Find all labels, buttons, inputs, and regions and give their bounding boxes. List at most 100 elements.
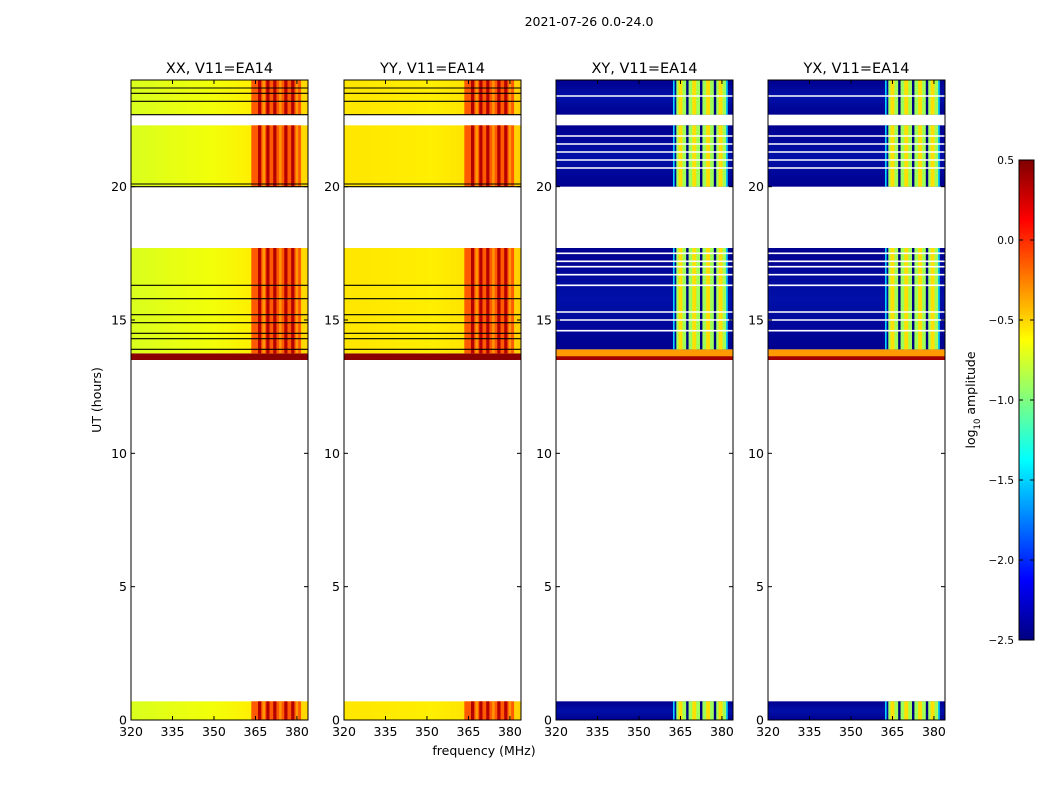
rfi-channel — [273, 80, 277, 115]
y-tick-label: 5 — [756, 579, 764, 594]
x-tick-label: 320 — [756, 724, 780, 739]
rfi-channel — [911, 80, 915, 115]
rfi-channel — [475, 701, 478, 720]
rfi-channel — [898, 701, 901, 720]
rfi-channel — [911, 248, 915, 350]
rfi-channel — [479, 701, 483, 720]
rfi-channel — [918, 125, 923, 187]
x-tick-label: 320 — [332, 724, 356, 739]
panel-4: 320 335 350 365 380 0 5 10 15 20 YX, V11=EA14 — [748, 61, 946, 739]
rfi-channel — [504, 701, 508, 720]
rfi-channel — [718, 248, 723, 350]
rfi-channel — [266, 701, 270, 720]
rfi-channel — [938, 701, 940, 720]
rfi-channel — [904, 701, 909, 720]
rfi-channel — [291, 701, 295, 720]
rfi-channel — [885, 125, 887, 187]
rfi-channel — [938, 80, 940, 115]
rfi-channel — [266, 248, 270, 354]
y-tick-label: 0 — [332, 713, 340, 728]
y-tick-label: 10 — [111, 446, 127, 461]
rfi-channel — [471, 125, 475, 187]
x-tick-label: 365 — [244, 724, 268, 739]
rfi-channel — [904, 248, 909, 350]
data-band-edge — [556, 356, 733, 360]
rfi-channel — [475, 125, 478, 187]
rfi-channel — [479, 80, 483, 115]
y-tick-label: 20 — [111, 179, 127, 194]
rfi-channel — [678, 125, 683, 187]
rfi-channel — [898, 248, 901, 350]
rfi-channel — [706, 701, 711, 720]
rfi-channel — [262, 80, 265, 115]
x-tick-label: 380 — [285, 724, 309, 739]
rfi-channel — [291, 125, 295, 187]
rfi-channel — [497, 80, 501, 115]
y-tick-label: 5 — [332, 579, 340, 594]
rfi-channel — [486, 701, 490, 720]
rfi-channel — [279, 701, 282, 720]
rfi-channel — [291, 80, 295, 115]
rfi-channel — [486, 248, 490, 354]
rfi-channel — [713, 701, 717, 720]
rfi-channel — [686, 125, 689, 187]
x-tick-label: 380 — [710, 724, 734, 739]
x-tick-label: 365 — [457, 724, 481, 739]
rfi-channel — [726, 248, 728, 350]
rfi-channel — [258, 248, 262, 354]
rfi-channel — [718, 125, 723, 187]
rfi-channel — [713, 125, 717, 187]
rfi-channel — [497, 125, 501, 187]
y-tick-label: 10 — [324, 446, 340, 461]
rfi-channel — [673, 80, 675, 115]
rfi-channel — [918, 248, 923, 350]
colorbar-tick-label: −2.5 — [989, 635, 1015, 647]
rfi-channel — [508, 80, 512, 115]
rfi-channel — [471, 80, 475, 115]
y-tick-label: 0 — [544, 713, 552, 728]
rfi-channel — [673, 248, 675, 350]
x-tick-label: 350 — [627, 724, 651, 739]
x-tick-label: 350 — [415, 724, 439, 739]
rfi-channel — [497, 701, 501, 720]
axes-frame — [130, 79, 309, 721]
colorbar-tick-label: −2.0 — [989, 555, 1015, 567]
rfi-channel — [284, 248, 288, 354]
rfi-channel — [678, 80, 683, 115]
rfi-channel — [284, 125, 288, 187]
rfi-channel — [678, 701, 683, 720]
rfi-channel — [885, 701, 887, 720]
rfi-channel — [713, 80, 717, 115]
rfi-channel — [273, 701, 277, 720]
x-tick-label: 335 — [374, 724, 398, 739]
rfi-channel — [890, 80, 895, 115]
rfi-channel — [673, 125, 675, 187]
rfi-channel — [726, 125, 728, 187]
rfi-channel — [258, 701, 262, 720]
rfi-channel — [925, 125, 929, 187]
rfi-channel — [898, 125, 901, 187]
y-tick-label: 20 — [748, 179, 764, 194]
rfi-channel — [890, 701, 895, 720]
y-tick-label: 20 — [536, 179, 552, 194]
rfi-channel — [699, 248, 703, 350]
x-tick-label: 380 — [922, 724, 946, 739]
rfi-channel — [930, 701, 935, 720]
colorbar-ticks: 0.5 0.0 −0.5 −1.0 −1.5 −2.0 −2.5 — [989, 155, 1034, 647]
data-band — [556, 349, 733, 360]
x-axis-label: frequency (MHz) — [432, 743, 535, 758]
rfi-channel — [266, 125, 270, 187]
rfi-channel — [911, 125, 915, 187]
rfi-channel — [938, 248, 940, 350]
rfi-channel — [699, 125, 703, 187]
rfi-channel — [291, 248, 295, 354]
rfi-channel — [284, 80, 288, 115]
rfi-channel — [471, 701, 475, 720]
colorbar-tick-label: 0.5 — [997, 155, 1014, 167]
rfi-channel — [692, 125, 697, 187]
rfi-channel — [726, 80, 728, 115]
rfi-channel — [479, 248, 483, 354]
panel-2: 320 335 350 365 380 0 5 10 15 20 YY, V11=EA14 frequ… — [324, 61, 535, 758]
panel-title: XY, V11=EA14 — [591, 61, 697, 77]
data-band — [131, 353, 308, 360]
